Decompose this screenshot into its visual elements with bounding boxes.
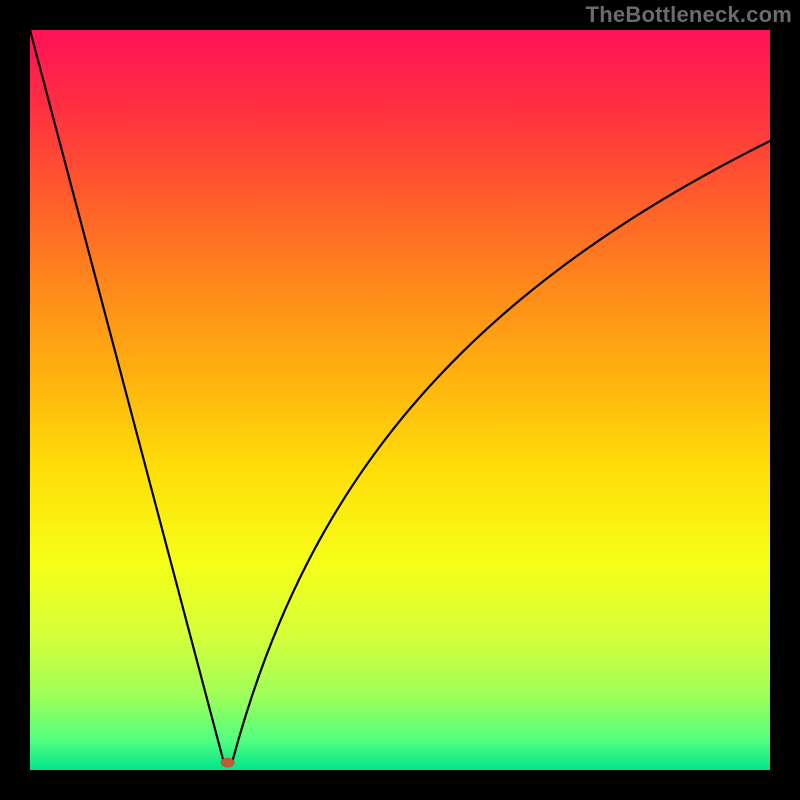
minimum-marker bbox=[221, 758, 235, 768]
watermark-text: TheBottleneck.com bbox=[586, 2, 792, 28]
chart-container: TheBottleneck.com bbox=[0, 0, 800, 800]
plot-area bbox=[30, 30, 770, 770]
gradient-background bbox=[30, 30, 770, 770]
